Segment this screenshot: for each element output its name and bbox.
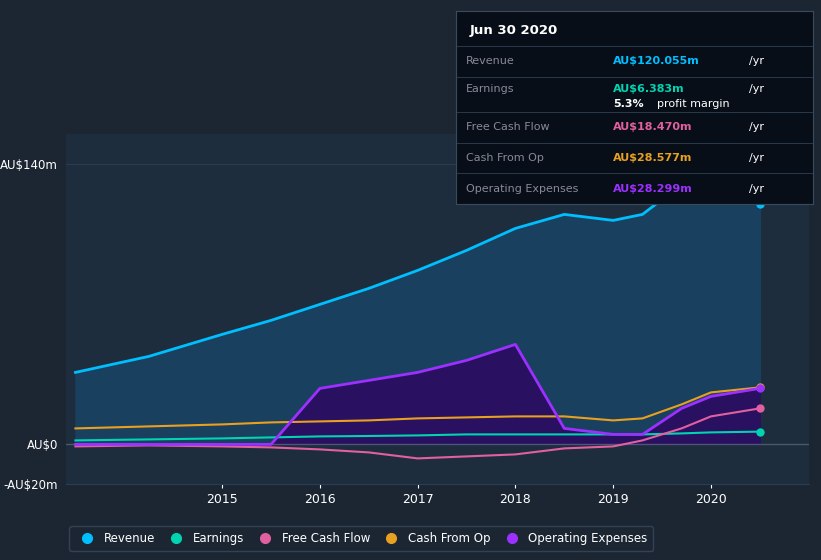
Text: Free Cash Flow: Free Cash Flow: [466, 122, 550, 132]
Text: AU$120.055m: AU$120.055m: [612, 57, 699, 67]
Text: profit margin: profit margin: [658, 99, 730, 109]
Text: AU$28.577m: AU$28.577m: [612, 153, 692, 163]
Text: /yr: /yr: [749, 122, 764, 132]
Text: Cash From Op: Cash From Op: [466, 153, 544, 163]
Text: AU$28.299m: AU$28.299m: [612, 184, 693, 194]
Text: /yr: /yr: [749, 184, 764, 194]
Text: AU$18.470m: AU$18.470m: [612, 122, 692, 132]
Text: 5.3%: 5.3%: [612, 99, 644, 109]
Text: Revenue: Revenue: [466, 57, 515, 67]
Text: /yr: /yr: [749, 153, 764, 163]
Text: Jun 30 2020: Jun 30 2020: [470, 24, 558, 37]
Text: /yr: /yr: [749, 85, 764, 95]
Text: AU$6.383m: AU$6.383m: [612, 85, 685, 95]
Text: /yr: /yr: [749, 57, 764, 67]
Legend: Revenue, Earnings, Free Cash Flow, Cash From Op, Operating Expenses: Revenue, Earnings, Free Cash Flow, Cash …: [69, 526, 654, 551]
Text: Operating Expenses: Operating Expenses: [466, 184, 579, 194]
Text: Earnings: Earnings: [466, 85, 515, 95]
